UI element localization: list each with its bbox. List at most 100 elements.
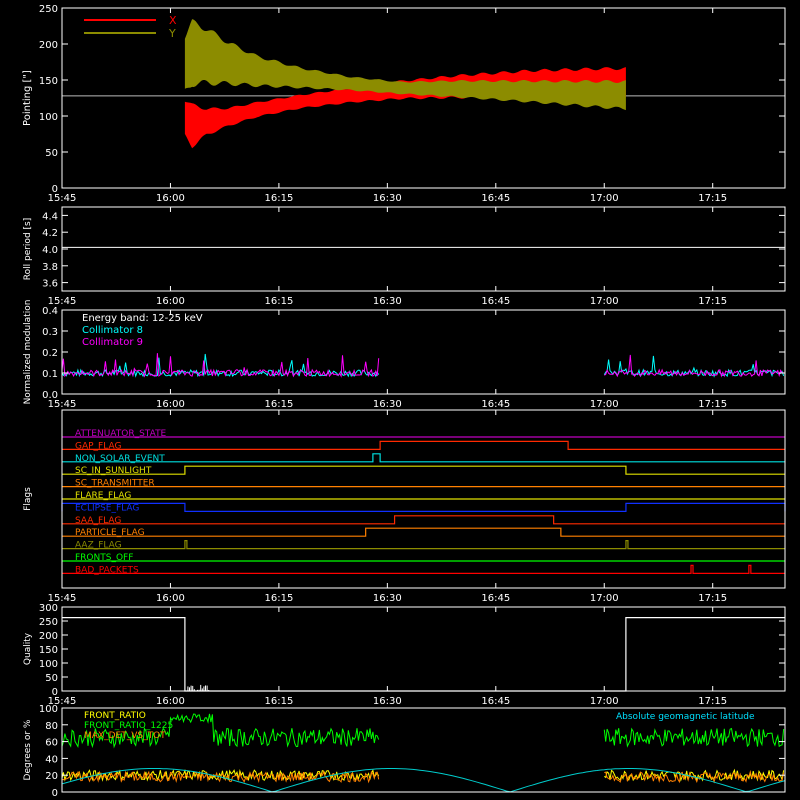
x-tick-label: 17:15 xyxy=(698,593,727,604)
x-tick-label: 17:00 xyxy=(590,399,619,410)
y-tick-label: 0.1 xyxy=(42,369,58,380)
flag-line-sc-in-sunlight xyxy=(62,465,785,475)
x-tick-label: 17:00 xyxy=(590,696,619,707)
x-tick-label: 16:30 xyxy=(373,696,402,707)
flag-line-aaz-flag xyxy=(62,539,785,550)
flag-line-particle-flag xyxy=(62,527,785,537)
x-tick-label: 16:15 xyxy=(264,696,293,707)
y-tick-label: 0 xyxy=(52,184,58,195)
y-tick-label: 4.0 xyxy=(42,245,58,256)
roll-period-ylabel: Roll period [s] xyxy=(23,218,33,280)
x-tick-label: 15:45 xyxy=(48,399,77,410)
flag-label: SAA_FLAG xyxy=(75,516,121,526)
y-tick-label: 40 xyxy=(45,754,58,765)
y-tick-label: 50 xyxy=(45,673,58,684)
ratios-panel: 0 20 40 60 80 100 Degrees or % FRONT_RATIO FR… xyxy=(23,704,786,799)
y-tick-label: 150 xyxy=(39,76,58,87)
flag-line-gap-flag xyxy=(62,440,785,450)
x-tick-label: 16:30 xyxy=(373,593,402,604)
y-tick-label: 3.8 xyxy=(42,262,58,273)
y-tick-label: 200 xyxy=(39,40,58,51)
x-tick-label: 16:00 xyxy=(156,593,185,604)
y-tick-label: 80 xyxy=(45,721,58,732)
y-tick-label: 50 xyxy=(45,148,58,159)
x-tick-label: 17:15 xyxy=(698,296,727,307)
x-tick-label: 16:30 xyxy=(373,296,402,307)
y-tick-label: 250 xyxy=(39,617,58,628)
ratios-ylabel: Degrees or % xyxy=(23,719,33,780)
x-tick-label: 17:00 xyxy=(590,593,619,604)
legend-collimator8: Collimator 8 xyxy=(82,325,143,336)
y-tick-label: 0.3 xyxy=(42,327,58,338)
x-tick-label: 15:45 xyxy=(48,193,77,204)
legend-front-ratio-1225: FRONT_RATIO_1225 xyxy=(84,721,173,731)
pointing-series-y xyxy=(184,19,626,111)
y-tick-label: 200 xyxy=(39,631,58,642)
x-tick-label: 16:00 xyxy=(156,399,185,410)
y-tick-label: 0 xyxy=(52,687,58,698)
ratio-series-max-det-vs-tot xyxy=(604,769,785,784)
x-tick-label: 17:00 xyxy=(590,296,619,307)
legend-collimator9: Collimator 9 xyxy=(82,337,143,348)
quality-panel: 15:45 16:00 16:15 16:30 16:45 17:00 17:15 0 50 10… xyxy=(23,603,786,707)
y-tick-label: 3.6 xyxy=(42,279,58,290)
x-tick-label: 15:45 xyxy=(48,296,77,307)
y-tick-label: 100 xyxy=(39,659,58,670)
y-tick-label: 4.4 xyxy=(42,211,58,222)
pointing-panel: 15:45 16:00 16:15 16:30 16:45 17:00 17:15 0 50 10… xyxy=(22,4,786,204)
flag-label: NON_SOLAR_EVENT xyxy=(75,454,165,464)
flag-label: BAD_PACKETS xyxy=(75,565,139,575)
x-tick-label: 16:30 xyxy=(373,399,402,410)
flag-line-bad-packets xyxy=(62,564,785,575)
roll-period-panel: 15:45 16:00 16:15 16:30 16:45 17:00 17:15 3.6 3.… xyxy=(23,206,786,307)
modulation-panel: 15:45 16:00 16:15 16:30 16:45 17:00 17:15 0.0 0.… xyxy=(23,300,786,410)
y-tick-label: 150 xyxy=(39,645,58,656)
energy-band-annotation: Energy band: 12-25 keV xyxy=(82,313,203,324)
x-tick-label: 16:15 xyxy=(264,193,293,204)
x-tick-label: 16:45 xyxy=(481,593,510,604)
y-tick-label: 4.2 xyxy=(42,228,58,239)
pointing-frame xyxy=(61,7,786,189)
x-tick-label: 16:45 xyxy=(481,296,510,307)
x-tick-label: 16:15 xyxy=(264,296,293,307)
y-tick-label: 100 xyxy=(39,704,58,715)
legend-y-label: Y xyxy=(168,27,176,40)
y-tick-label: 300 xyxy=(39,603,58,614)
x-tick-label: 16:30 xyxy=(373,193,402,204)
x-tick-label: 15:45 xyxy=(48,696,77,707)
y-tick-label: 250 xyxy=(39,4,58,15)
ratio-series-front-ratio-1225 xyxy=(603,727,785,748)
legend-geomagnetic-latitude: Absolute geomagnetic latitude xyxy=(616,712,755,722)
flag-label: FLARE_FLAG xyxy=(75,491,131,501)
ratio-series-front-ratio-1225 xyxy=(61,713,380,749)
x-tick-label: 16:45 xyxy=(481,193,510,204)
x-tick-label: 17:00 xyxy=(590,193,619,204)
flags-frame xyxy=(61,409,786,589)
flag-label: AAZ_FLAG xyxy=(75,541,122,551)
x-tick-label: 16:00 xyxy=(156,296,185,307)
y-tick-label: 0 xyxy=(52,788,58,799)
flags-panel: ATTENUATOR_STATE GAP_FLAG NON_SOLAR_EVENT S… xyxy=(23,409,786,604)
x-tick-label: 17:15 xyxy=(698,696,727,707)
x-tick-label: 17:15 xyxy=(698,193,727,204)
x-tick-label: 16:00 xyxy=(156,193,185,204)
legend-front-ratio: FRONT_RATIO xyxy=(84,711,146,721)
x-tick-label: 17:15 xyxy=(698,399,727,410)
x-tick-label: 16:45 xyxy=(481,696,510,707)
flag-label: GAP_FLAG xyxy=(75,441,121,451)
ratios-frame xyxy=(61,707,786,793)
y-tick-label: 0.2 xyxy=(42,348,58,359)
y-tick-label: 100 xyxy=(39,112,58,123)
flag-line-eclipse-flag xyxy=(61,502,786,512)
x-tick-label: 16:00 xyxy=(156,696,185,707)
quality-ylabel: Quality xyxy=(23,632,33,665)
geomagnetic-latitude-line xyxy=(61,768,786,793)
x-tick-label: 16:15 xyxy=(264,593,293,604)
flag-label: ATTENUATOR_STATE xyxy=(75,429,167,439)
flag-label: SC_IN_SUNLIGHT xyxy=(75,466,152,476)
x-tick-label: 15:45 xyxy=(48,593,77,604)
flag-label: ECLIPSE_FLAG xyxy=(75,503,139,513)
ratio-series-front-ratio xyxy=(61,768,380,782)
modulation-series-8 xyxy=(61,353,380,378)
